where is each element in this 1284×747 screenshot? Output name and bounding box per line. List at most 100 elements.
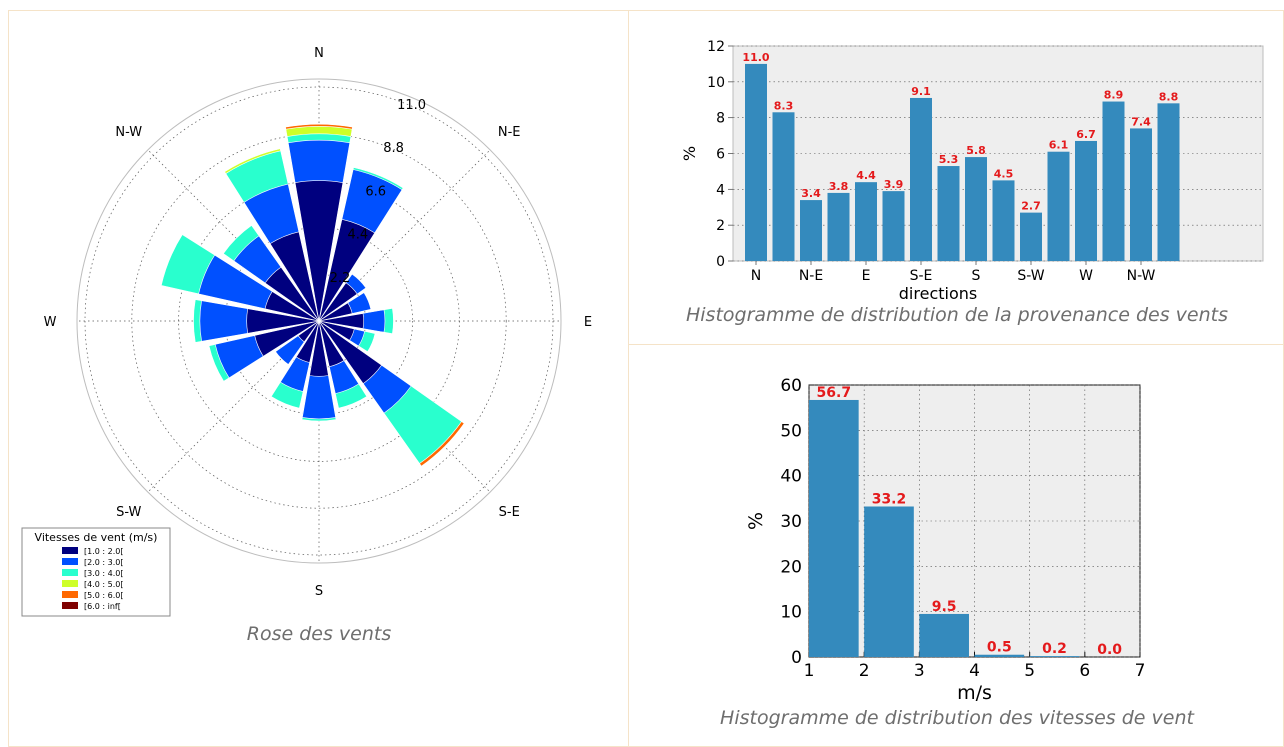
speed-value-label: 33.2 [872,491,907,507]
dir-value-label: 6.1 [1049,139,1069,152]
dir-bar [1130,128,1152,261]
speed-value-label: 9.5 [932,599,957,615]
rose-wedge [318,320,382,384]
speed-histogram-chart: 0 10 20 30 40 50 60 1 2 3 4 5 6 7 56.7 33.2 9.5 0.5 0.2 0.0… [745,376,1146,704]
rose-direction-label: N-E [498,125,521,140]
dir-bar [937,166,960,261]
rose-wedge [318,282,358,322]
speed-x-tick-label: 4 [969,661,980,681]
dir-x-tick-label: N-W [1127,268,1156,284]
dir-x-tick-label: S-E [910,268,933,284]
dir-x-tick-label: E [862,268,871,284]
rose-legend-swatch [62,602,78,609]
rose-legend-entry: [5.0 : 6.0[ [84,591,123,600]
dir-bar [1157,103,1180,261]
dir-bar [882,191,905,261]
speed-value-label: 0.0 [1097,642,1122,658]
dir-bar [855,182,877,261]
dir-y-tick-label: 2 [716,218,725,234]
speed-y-axis-label: % [745,512,767,530]
rose-direction-label: E [584,315,592,330]
dir-y-tick-label: 4 [716,182,725,198]
rose-legend-entry: [4.0 : 5.0[ [84,580,123,589]
dir-bar [965,157,987,261]
dir-value-label: 3.8 [829,180,849,193]
direction-histogram-chart: 0 2 4 6 8 10 12 11.0 8.3 3.4 3.8 4.4 3.9 9.1 5.3 5.8 4.5… [680,39,1264,303]
rose-wedge [309,320,329,377]
rose-direction-label: N [314,46,324,61]
dir-bar [827,192,850,261]
dir-y-axis-label: % [680,146,699,161]
dir-value-label: 3.9 [884,178,904,191]
rose-wedge [264,291,320,322]
speed-bar [919,613,969,657]
dir-value-label: 5.8 [966,144,986,157]
dir-bar [772,112,795,262]
speed-x-tick-label: 6 [1079,661,1090,681]
rose-legend-swatch [62,547,78,554]
dir-bar [1020,212,1042,261]
speed-y-tick-label: 10 [780,603,802,623]
dir-value-label: 4.5 [994,167,1014,180]
dir-bar [992,180,1015,261]
dir-x-axis-label: directions [899,284,977,303]
dir-bar [745,63,767,261]
rose-legend-entry: [2.0 : 3.0[ [84,558,123,567]
rose-legend-swatch [62,580,78,587]
rose-radial-tick-label: 11.0 [397,98,426,113]
speed-histogram-caption: Histogramme de distribution des vitesses… [720,707,1194,729]
rose-legend-title: Vitesses de vent (m/s) [35,531,158,544]
rose-wedge [246,308,320,334]
speed-y-tick-label: 0 [791,648,802,668]
dir-y-tick-label: 6 [716,147,725,163]
speed-bar [864,506,914,657]
rose-wedge [318,320,345,368]
rose-wedge [318,313,364,329]
dir-y-tick-label: 8 [716,111,725,127]
rose-legend-entry: [3.0 : 4.0[ [84,569,123,578]
dir-value-label: 2.7 [1021,200,1041,213]
rose-wedge [318,320,355,341]
dir-x-tick-label: W [1079,268,1093,284]
rose-radial-tick-label: 8.8 [383,141,404,156]
rose-legend-swatch [62,558,78,565]
dir-value-label: 4.4 [856,169,876,182]
dir-x-tick-label: S-W [1017,268,1044,284]
speed-value-label: 0.2 [1042,641,1067,657]
dir-y-tick-label: 12 [707,39,725,55]
speed-value-label: 0.5 [987,640,1012,656]
dir-bar [1075,140,1097,261]
speed-x-tick-label: 5 [1024,661,1035,681]
dir-x-tick-label: N-E [799,268,823,284]
dir-bar [1102,101,1125,262]
rose-legend-box [21,527,171,617]
rose-legend-swatch [62,569,78,576]
speed-value-label: 56.7 [817,385,852,401]
wind-rose-caption: Rose des vents [246,623,392,645]
speed-bar [974,654,1025,657]
wind-rose-panel: 2.2 4.4 6.6 8.8 11.0 N N-E E S-E S S-W W N-W Vitesses… [8,10,628,747]
dir-value-label: 8.8 [1159,90,1179,103]
rose-wedge [269,231,320,322]
direction-histogram-caption: Histogramme de distribution de la proven… [685,304,1228,326]
rose-direction-label: S [315,584,323,599]
rose-direction-label: S-E [499,505,520,520]
dir-value-label: 7.4 [1131,115,1151,128]
dir-bar [800,200,822,261]
speed-y-tick-label: 50 [780,421,802,441]
rose-direction-label: S-W [116,505,141,520]
direction-histogram-panel: 0 2 4 6 8 10 12 11.0 8.3 3.4 3.8 4.4 3.9 9.1 5.3 5.8 4.5… [628,10,1284,345]
rose-radial-tick-label: 6.6 [365,184,386,199]
speed-bar [809,399,859,657]
dir-x-tick-label: S [972,268,981,284]
speed-x-tick-label: 7 [1135,661,1146,681]
rose-legend-entry: [1.0 : 2.0[ [84,547,123,556]
rose-legend-entry: [6.0 : inf[ [84,602,121,611]
dir-y-tick-label: 0 [716,254,725,270]
dir-value-label: 8.3 [774,99,794,112]
dir-bar [910,97,932,261]
rose-wedge [295,320,320,363]
rose-radial-tick-label: 2.2 [330,271,351,286]
speed-x-axis-label: m/s [957,682,992,704]
dir-value-label: 11.0 [742,51,769,64]
